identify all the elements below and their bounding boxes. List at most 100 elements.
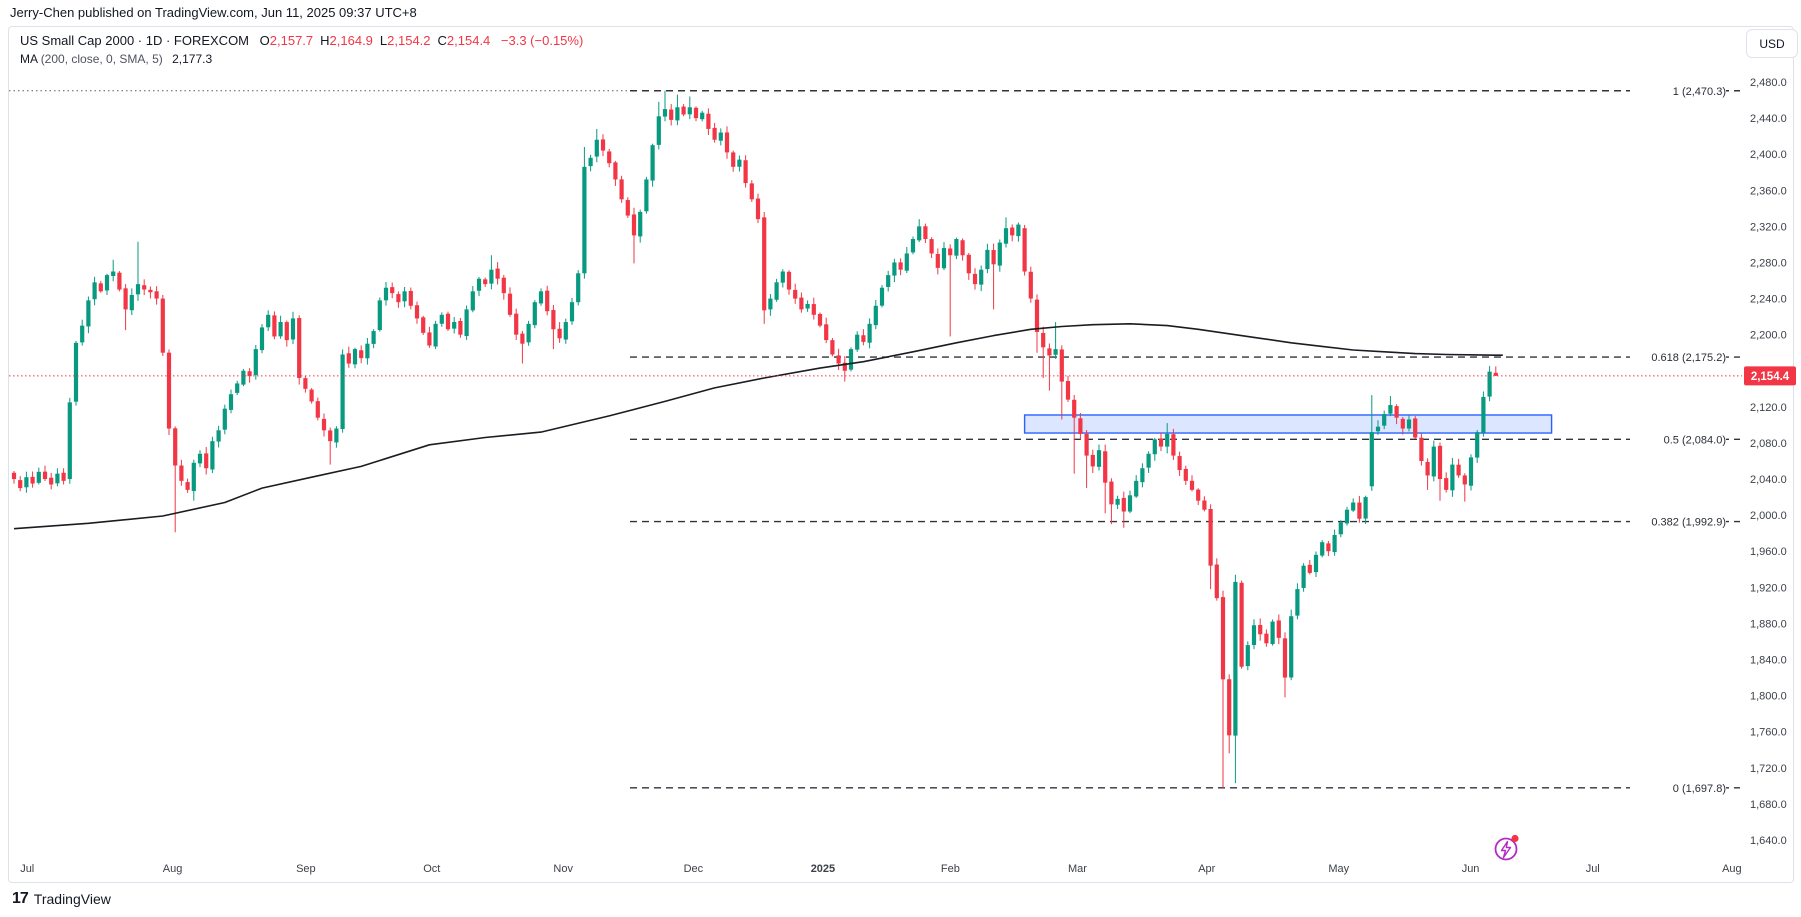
candle-body bbox=[253, 349, 258, 376]
candle-body bbox=[563, 322, 568, 340]
candle-body bbox=[445, 313, 451, 330]
tradingview-logo[interactable]: 17 TradingView bbox=[12, 890, 111, 908]
candle-body bbox=[1090, 454, 1095, 467]
candle-body bbox=[1003, 228, 1009, 244]
candle-body bbox=[1010, 227, 1015, 236]
candle-body bbox=[569, 302, 575, 322]
candle-body bbox=[1419, 437, 1424, 461]
candle-body bbox=[390, 287, 395, 294]
price-axis[interactable]: 2,480.0 2,440.0 2,400.0 2,360.0 2,320.0 2,280… bbox=[1750, 77, 1787, 847]
candle-body bbox=[892, 262, 897, 276]
chart-frame bbox=[8, 26, 1794, 883]
price-axis-label: 1,720.0 bbox=[1750, 763, 1787, 775]
candle-body bbox=[1239, 582, 1244, 667]
candle-body bbox=[1165, 433, 1170, 447]
candle-body bbox=[18, 480, 23, 489]
time-axis[interactable]: Jul Aug Sep Oct Nov Dec 2025 Feb Mar Apr May Jun Jul… bbox=[20, 863, 1741, 875]
candle-body bbox=[594, 139, 599, 157]
candle-body bbox=[898, 262, 903, 270]
price-axis-label: 1,760.0 bbox=[1750, 727, 1787, 739]
candle-body bbox=[960, 240, 965, 256]
ohlc-value: 2,154.4 bbox=[446, 33, 491, 48]
candle-body bbox=[377, 300, 382, 331]
symbol-legend[interactable]: US Small Cap 2000 · 1D · FOREXCOM O2,157… bbox=[20, 33, 583, 48]
candle-body bbox=[247, 371, 252, 377]
candle-body bbox=[439, 314, 444, 324]
candle-body bbox=[1326, 543, 1331, 552]
ma-200-line[interactable] bbox=[13, 323, 1503, 530]
price-axis-label: 1,840.0 bbox=[1750, 655, 1787, 667]
candle-body bbox=[1121, 497, 1126, 512]
candle-body bbox=[991, 250, 996, 265]
candle-body bbox=[948, 248, 953, 256]
price-axis-label: 1,960.0 bbox=[1750, 546, 1787, 558]
candle-body bbox=[1022, 228, 1027, 272]
candle-body bbox=[197, 453, 203, 464]
candle-body bbox=[408, 290, 413, 306]
price-axis-label: 2,120.0 bbox=[1750, 402, 1787, 414]
candle-body bbox=[824, 324, 829, 341]
candle-body bbox=[755, 198, 761, 220]
ohlc-value: 2,154.2 bbox=[387, 33, 431, 48]
candle-body bbox=[979, 269, 984, 285]
candle-body bbox=[1053, 349, 1058, 355]
time-axis-label: Feb bbox=[941, 863, 960, 875]
ma-legend[interactable]: MA (200, close, 0, SMA, 5) 2,177.3 bbox=[20, 52, 212, 66]
candle-body bbox=[985, 249, 990, 270]
candle-body bbox=[1059, 349, 1064, 382]
candle-body bbox=[576, 273, 581, 303]
support-zone-rectangle[interactable] bbox=[1023, 414, 1553, 434]
candle-body bbox=[588, 157, 593, 167]
candle-body bbox=[1444, 478, 1449, 490]
candle-body bbox=[1468, 457, 1474, 486]
candle-body bbox=[1177, 456, 1182, 471]
candle-body bbox=[929, 239, 934, 254]
price-axis-label: 1,800.0 bbox=[1750, 691, 1787, 703]
candle-body bbox=[154, 291, 159, 299]
ohlc-values: O2,157.7 H2,164.9 L2,154.2 C2,154.4 bbox=[253, 33, 491, 48]
fib-retracement[interactable]: 1 (2,470.3) 0.618 (2,175.2) 0.5 (2,084.0) 0… bbox=[9, 83, 1740, 796]
candle-body bbox=[1109, 481, 1114, 505]
flash-idea-icon[interactable] bbox=[1494, 834, 1519, 861]
candle-body bbox=[817, 313, 823, 326]
candle-body bbox=[42, 471, 48, 480]
candle-body bbox=[613, 162, 618, 180]
ma-params: (200, close, 0, SMA, 5) bbox=[40, 52, 163, 66]
candle-body bbox=[129, 294, 134, 311]
candle-body bbox=[49, 477, 54, 485]
candle-body bbox=[1115, 498, 1120, 505]
currency-toggle-button[interactable]: USD bbox=[1746, 29, 1798, 58]
candle-body bbox=[879, 287, 885, 306]
candle-body bbox=[532, 302, 537, 326]
candle-body bbox=[1189, 480, 1195, 490]
price-axis-label: 1,880.0 bbox=[1750, 618, 1787, 630]
candle-body bbox=[681, 106, 686, 115]
candle-body bbox=[173, 428, 178, 466]
last-price-badge-label: 2,154.4 bbox=[1751, 371, 1790, 383]
candle-body bbox=[1134, 480, 1139, 497]
candle-body bbox=[346, 353, 351, 364]
candle-body bbox=[1208, 508, 1213, 566]
time-axis-label: Jul bbox=[20, 863, 34, 875]
ohlc-key: H bbox=[320, 33, 330, 48]
candle-body bbox=[743, 160, 748, 184]
candle-body bbox=[241, 370, 246, 385]
fib-label-backplate bbox=[1630, 780, 1726, 796]
candle-body bbox=[266, 314, 271, 328]
candles-layer[interactable] bbox=[11, 90, 1498, 788]
tradingview-logo-text: TradingView bbox=[33, 891, 111, 907]
candle-body bbox=[1140, 468, 1145, 483]
candle-body bbox=[1475, 432, 1480, 458]
candle-body bbox=[191, 462, 196, 492]
candle-body bbox=[1493, 372, 1498, 376]
candle-body bbox=[483, 279, 488, 285]
candle-body bbox=[1251, 625, 1257, 646]
candle-body bbox=[55, 473, 60, 484]
candle-body bbox=[1103, 451, 1108, 483]
candle-body bbox=[1065, 381, 1071, 400]
candle-body bbox=[904, 253, 909, 271]
candle-body bbox=[1456, 464, 1461, 476]
price-axis-label: 2,440.0 bbox=[1750, 113, 1787, 125]
